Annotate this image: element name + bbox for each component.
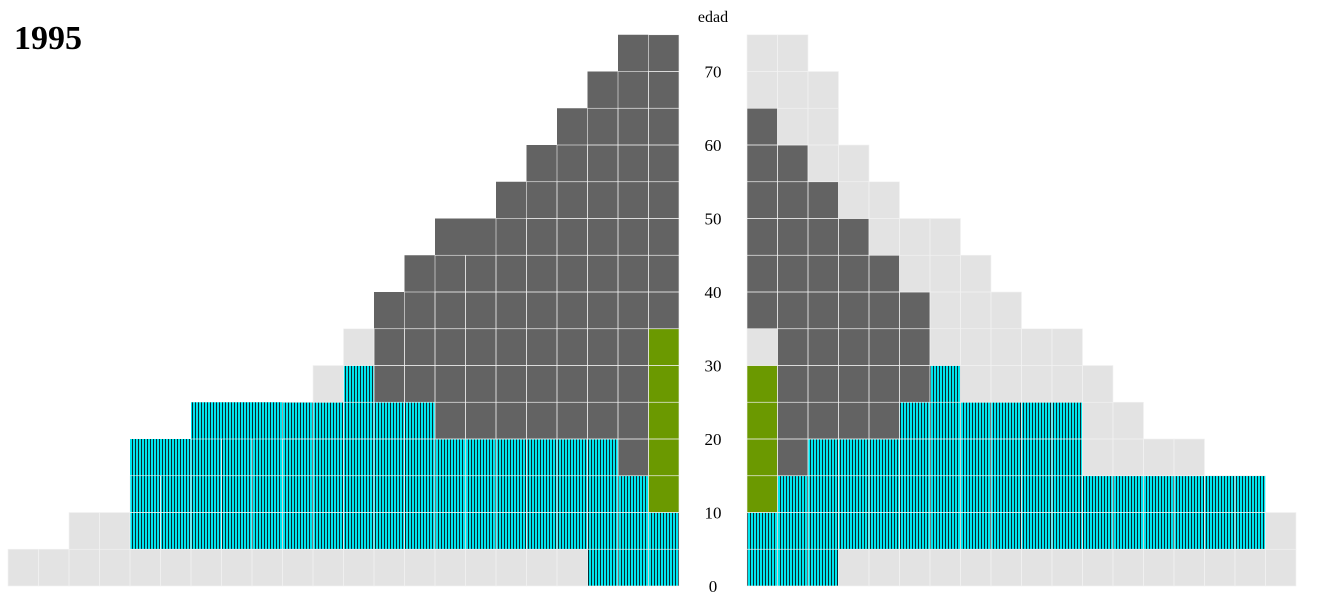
grid-cell <box>1265 512 1297 550</box>
dark-gray-segment-right-40 <box>747 255 900 292</box>
grid-cell <box>282 401 314 440</box>
grid-cell <box>556 144 588 183</box>
grid-cell <box>807 71 839 109</box>
dark-gray-segment-left-55 <box>526 145 679 182</box>
y-tick-label-10: 10 <box>705 504 722 523</box>
grid-cell <box>868 181 900 219</box>
y-tick-label-50: 50 <box>705 210 722 229</box>
grid-cell <box>434 254 466 293</box>
dark-gray-segment-left-65 <box>587 71 679 109</box>
grid-cell <box>838 144 870 183</box>
cyan-segment-right-10 <box>747 475 1266 513</box>
series-segments <box>130 34 1266 586</box>
y-tick-label-0: 0 <box>709 577 718 594</box>
cyan-segment-right-0 <box>747 549 839 586</box>
dark-gray-segment-right-60 <box>747 108 778 145</box>
cyan-segment-right-5 <box>747 512 1266 550</box>
y-axis: edad 0 10 20 30 40 50 60 70 <box>698 9 728 594</box>
y-tick-label-60: 60 <box>705 136 722 155</box>
grid-cell <box>1051 328 1083 366</box>
grid-cell <box>1173 438 1205 477</box>
grid-cell <box>495 218 527 256</box>
grid-cell <box>68 512 100 550</box>
grid-cell <box>404 291 436 330</box>
grid-cell <box>929 218 961 256</box>
band-right-65 <box>747 71 839 109</box>
grid-cell <box>990 291 1022 330</box>
dark-gray-segment-right-15 <box>777 439 808 476</box>
grid-cell <box>648 34 680 72</box>
dark-gray-segment-left-40 <box>404 255 679 292</box>
grid-cell <box>1234 475 1266 513</box>
grid-cell <box>777 34 809 72</box>
grid-cell <box>7 548 39 587</box>
grid-cell <box>587 107 619 146</box>
y-tick-label-30: 30 <box>705 357 722 376</box>
dark-gray-segment-right-50 <box>747 181 839 219</box>
grid-cell <box>1082 365 1114 403</box>
green-segment-left-20 <box>648 328 679 439</box>
y-tick-label-20: 20 <box>705 430 722 449</box>
grid-cell <box>526 181 558 219</box>
grid-cell <box>312 365 344 403</box>
green-segment-left-15 <box>648 439 679 476</box>
y-tick-label-70: 70 <box>705 63 722 82</box>
cyan-segment-left-25 <box>343 365 374 403</box>
chart-title: 1995 <box>14 20 82 57</box>
grid-cell <box>190 438 222 477</box>
grid-cell <box>129 475 161 513</box>
grid-cell <box>617 71 649 109</box>
green-segment-left-10 <box>648 475 679 513</box>
y-axis-title: edad <box>698 9 728 26</box>
y-tick-label-40: 40 <box>705 283 722 302</box>
cyan-segment-left-0 <box>587 549 679 586</box>
cell-grid <box>7 34 1297 587</box>
dark-gray-segment-left-15 <box>618 439 649 476</box>
grid-cell <box>960 254 992 293</box>
grid-cell <box>343 328 375 366</box>
dark-gray-segment-left-20 <box>435 402 649 439</box>
grid-cell <box>1112 401 1144 440</box>
